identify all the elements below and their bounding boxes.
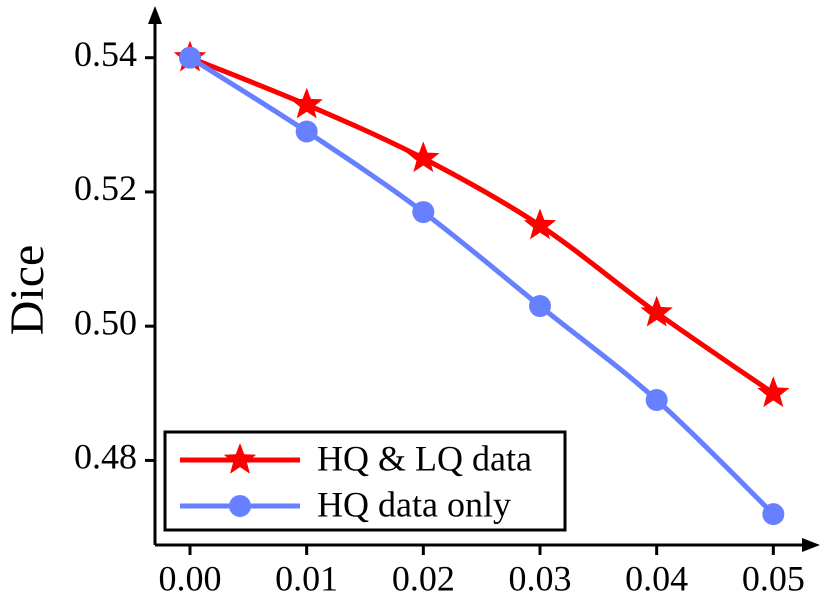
- x-tick-label: 0.03: [509, 558, 572, 595]
- legend-marker: [223, 443, 257, 474]
- y-tick-label: 0.50: [74, 302, 137, 342]
- x-tick-label: 0.05: [742, 558, 805, 595]
- data-point: [179, 46, 201, 69]
- data-point: [640, 295, 673, 327]
- legend: HQ & LQ data HQ data only: [163, 430, 567, 532]
- data-point: [645, 389, 668, 412]
- data-point: [757, 376, 790, 408]
- data-point: [290, 87, 323, 119]
- legend-box: [163, 430, 567, 532]
- data-point: [762, 503, 785, 526]
- y-tick-label: 0.54: [74, 34, 137, 74]
- x-tick-label: 0.04: [625, 558, 688, 595]
- legend-marker: [229, 495, 251, 517]
- x-tick-label: 0.02: [392, 558, 455, 595]
- legend-label: HQ & LQ data: [317, 438, 532, 478]
- y-axis-arrow: [148, 6, 162, 24]
- data-point: [295, 120, 318, 143]
- x-axis-arrow: [802, 538, 820, 552]
- legend-label: HQ data only: [317, 484, 511, 524]
- y-tick-label: 0.48: [74, 437, 137, 477]
- y-axis-label: Dice: [1, 245, 54, 336]
- series-line: [189, 55, 775, 396]
- data-point: [523, 208, 557, 240]
- data-point: [529, 295, 551, 318]
- data-point: [407, 141, 440, 173]
- y-tick-label: 0.52: [74, 168, 137, 208]
- x-tick-label: 0.01: [275, 558, 338, 595]
- x-tick-label: 0.00: [159, 558, 222, 595]
- data-point: [412, 201, 435, 224]
